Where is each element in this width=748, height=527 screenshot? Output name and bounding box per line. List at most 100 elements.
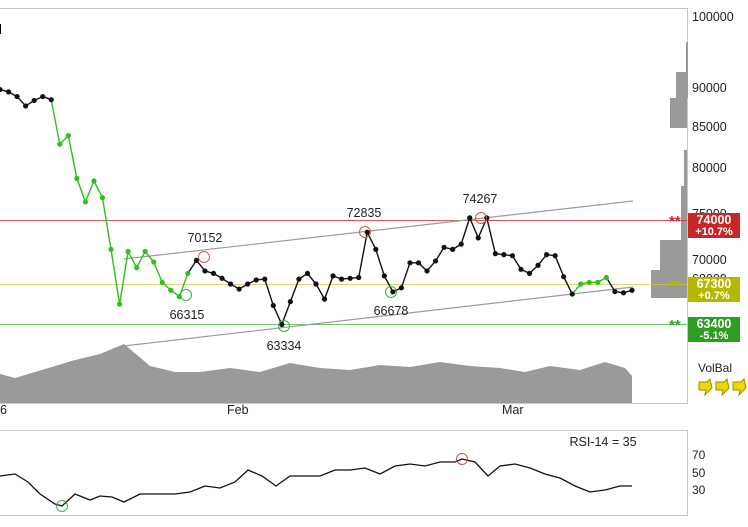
pivot-label: 66678: [374, 304, 409, 318]
price-point: [535, 262, 541, 268]
price-segment: [486, 217, 497, 254]
price-point: [14, 93, 20, 100]
price-point: [57, 141, 63, 147]
price-segment: [110, 249, 121, 305]
current-price-box: [688, 277, 740, 302]
price-point: [424, 268, 430, 274]
price-point: [586, 279, 592, 285]
resistance-change: +10.7%: [695, 226, 733, 238]
vbp-bar: [686, 42, 688, 98]
current-change: +0.7%: [698, 290, 730, 302]
price-segment: [554, 255, 565, 277]
price-point: [245, 281, 251, 287]
price-point: [262, 276, 268, 282]
price-point: [270, 302, 276, 309]
price-point: [313, 281, 319, 287]
rsi-oversold-marker: [56, 500, 68, 512]
price-point: [415, 260, 422, 266]
resistance-asterisk: **: [669, 213, 681, 230]
price-point: [561, 274, 567, 280]
price-point: [134, 265, 140, 271]
price-point: [569, 291, 575, 297]
price-segment: [84, 180, 95, 203]
volbal-label: VolBal: [698, 361, 732, 375]
price-segment: [289, 278, 300, 302]
rsi-line: [0, 458, 632, 507]
price-point: [526, 270, 533, 277]
price-point: [552, 253, 558, 259]
trend-channel-upper: [123, 200, 634, 260]
x-tick-label: 6: [0, 403, 7, 417]
price-point: [82, 199, 89, 205]
price-segment: [118, 251, 129, 305]
resistance-price-box: [688, 213, 740, 238]
price-point: [125, 248, 131, 255]
y-tick-label: 80000: [692, 161, 727, 175]
vbp-bar: [651, 270, 687, 298]
price-point: [501, 252, 507, 258]
price-point: [296, 276, 302, 282]
price-segment: [383, 275, 394, 293]
pivot-label: 63334: [267, 339, 302, 353]
price-segment: [127, 251, 138, 269]
volbal-arrows: [696, 378, 748, 398]
pivot-high-marker: [475, 212, 487, 224]
volbal-arrow-icon: [732, 378, 747, 397]
price-point: [48, 97, 54, 103]
x-tick-label: Mar: [502, 403, 524, 417]
support-asterisk: **: [669, 317, 681, 334]
price-point: [407, 260, 413, 266]
price-point: [509, 253, 516, 259]
price-point: [279, 321, 285, 328]
price-point: [5, 89, 12, 95]
price-segment: [101, 197, 112, 250]
price-segment: [605, 277, 616, 292]
price-point: [227, 281, 234, 287]
price-point: [65, 133, 71, 139]
price-segment: [136, 251, 146, 269]
price-point: [620, 290, 627, 296]
vbp-bar: [684, 150, 687, 186]
price-segment: [400, 262, 411, 289]
price-point: [108, 246, 114, 252]
current-price: 67300: [697, 277, 732, 291]
price-point: [151, 259, 157, 265]
price-segment: [469, 217, 479, 239]
price-point: [202, 268, 208, 274]
y-tick-label: 70000: [692, 253, 727, 267]
price-point: [347, 275, 353, 281]
pivot-label: 74267: [463, 192, 498, 206]
price-segment: [366, 231, 377, 250]
price-segment: [153, 261, 163, 283]
price-point: [91, 178, 97, 184]
price-segment: [93, 180, 104, 199]
vbp-bar: [676, 72, 687, 98]
support-change: -5.1%: [700, 330, 729, 342]
price-point: [398, 285, 405, 291]
volume-by-price-histogram: [651, 42, 688, 298]
price-point: [356, 274, 362, 281]
trend-channel-lower: [123, 286, 634, 347]
price-segment: [323, 275, 334, 300]
pivot-label: 72835: [347, 206, 382, 220]
price-point: [330, 273, 336, 279]
support-price: 63400: [697, 317, 732, 331]
resistance-price: 74000: [697, 213, 732, 227]
rsi-tick-label: 30: [692, 483, 706, 497]
price-series-lines: [0, 88, 633, 325]
price-point: [612, 288, 618, 295]
price-point: [253, 277, 259, 283]
pivot-low-marker: [385, 286, 397, 298]
price-point: [74, 175, 80, 181]
rsi-tick-label: 70: [692, 448, 706, 462]
price-point: [0, 86, 3, 93]
price-segment: [315, 283, 326, 300]
price-point: [492, 251, 498, 257]
rsi-tick-label: 50: [692, 466, 706, 480]
price-point: [441, 244, 447, 250]
price-point: [373, 246, 379, 252]
vbp-bar: [681, 186, 687, 240]
price-point: [159, 279, 165, 285]
current-asterisk: **: [669, 277, 681, 294]
